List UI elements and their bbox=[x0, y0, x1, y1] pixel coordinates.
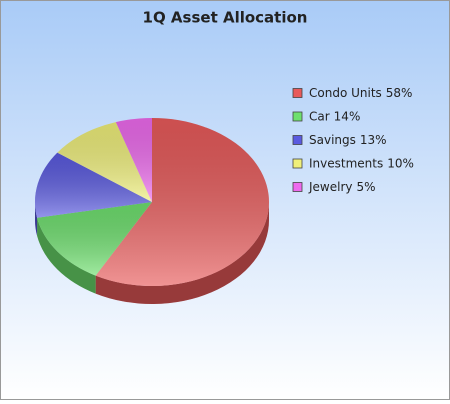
legend-value: 5% bbox=[357, 180, 376, 194]
legend-label: Condo Units bbox=[309, 86, 382, 100]
legend-label: Savings bbox=[309, 133, 356, 147]
legend-entry: Savings 13% bbox=[309, 133, 387, 147]
legend-value: 58% bbox=[386, 86, 413, 100]
legend-value: 13% bbox=[360, 133, 387, 147]
chart-title: 1Q Asset Allocation bbox=[143, 9, 308, 27]
slice-shine bbox=[115, 118, 152, 202]
legend-label: Car bbox=[309, 109, 330, 123]
slice-side bbox=[37, 217, 96, 294]
slice-shine bbox=[95, 118, 269, 286]
legend-value: 14% bbox=[334, 109, 361, 123]
legend-label: Investments bbox=[309, 156, 383, 170]
legend-swatch bbox=[292, 182, 303, 192]
slice-side bbox=[95, 202, 269, 304]
slice-shine bbox=[35, 152, 153, 218]
slice-side-shade bbox=[37, 217, 96, 294]
legend-swatch bbox=[292, 88, 303, 98]
legend-swatch bbox=[292, 158, 303, 169]
legend-entry: Jewelry 5% bbox=[308, 180, 376, 194]
legend-value: 10% bbox=[387, 156, 414, 170]
legend-label: Jewelry bbox=[308, 180, 353, 194]
slice-side bbox=[35, 202, 38, 236]
slice-shine bbox=[57, 122, 152, 202]
legend-swatch bbox=[292, 111, 303, 122]
slice-side-shade bbox=[95, 202, 269, 304]
legend-swatch bbox=[292, 135, 303, 145]
slice-shine bbox=[37, 202, 153, 276]
legend-entry: Car 14% bbox=[309, 109, 360, 123]
legend-entry: Investments 10% bbox=[309, 156, 414, 170]
legend-entry: Condo Units 58% bbox=[309, 86, 412, 100]
slice-side-shade bbox=[35, 202, 38, 236]
